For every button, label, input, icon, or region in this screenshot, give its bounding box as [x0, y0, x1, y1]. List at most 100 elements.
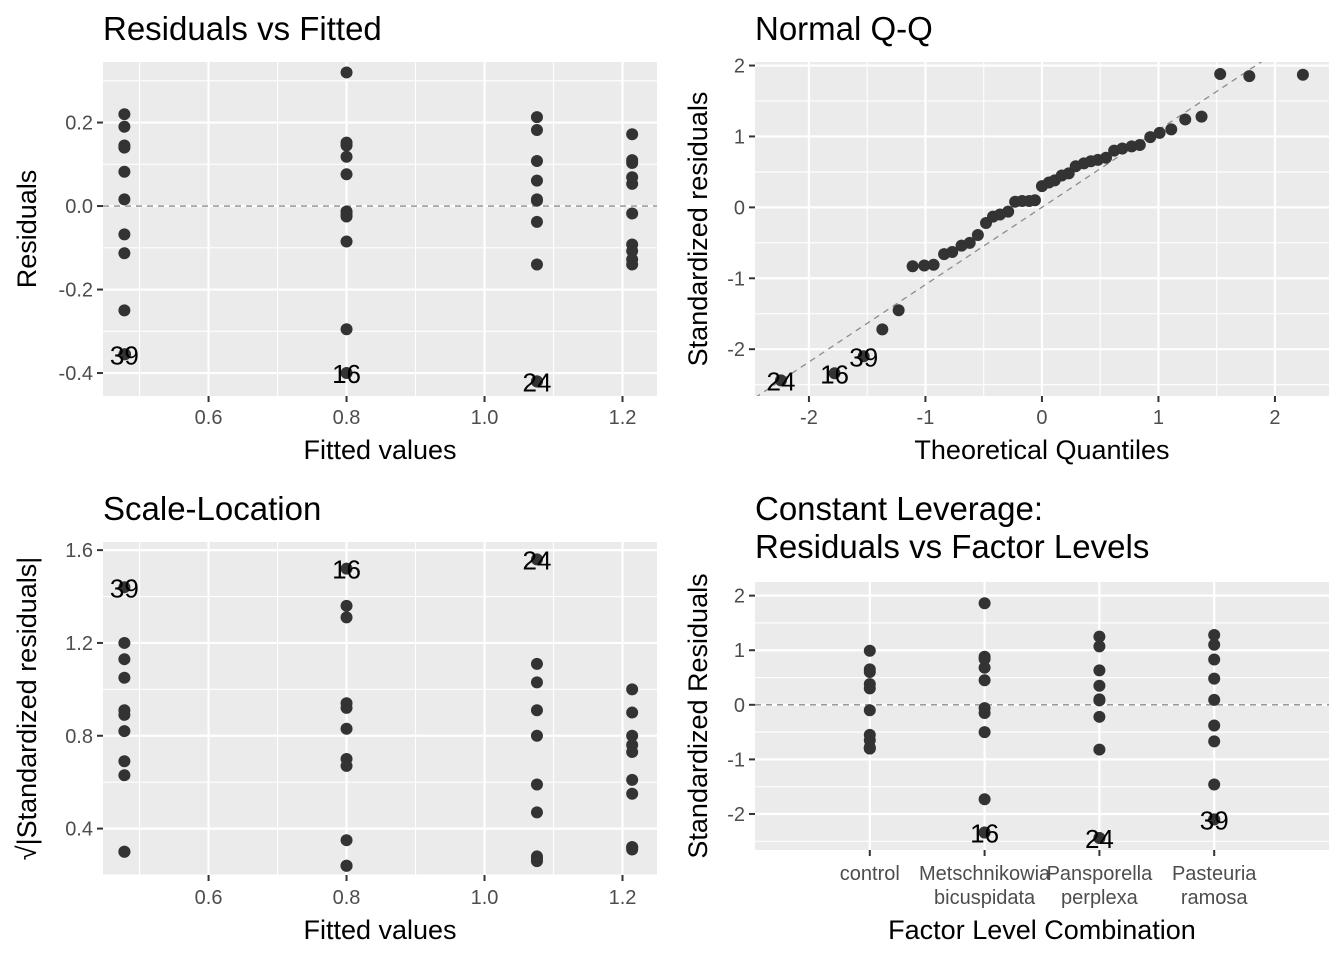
- constant-leverage-data-point: [863, 666, 876, 679]
- constant-leverage-y-axis-title: Standardized Residuals: [683, 573, 713, 858]
- residuals-vs-fitted-data-point: [118, 120, 131, 133]
- residuals-vs-fitted-data-point: [530, 258, 543, 271]
- residuals-vs-fitted-grid: [103, 62, 657, 396]
- x-tick-label: control: [840, 863, 900, 885]
- scale-location-data-point: [118, 755, 131, 768]
- constant-leverage-data-point: [863, 742, 876, 755]
- normal-qq-x-axis-title: Theoretical Quantiles: [914, 435, 1169, 465]
- residuals-vs-fitted-data-point: [340, 66, 353, 79]
- y-tick-label: 0.8: [65, 726, 93, 748]
- x-tick-label: 1: [1153, 407, 1164, 429]
- residuals-vs-fitted-y-axis-title: Residuals: [12, 170, 42, 289]
- constant-leverage-data-point: [1093, 743, 1106, 756]
- scale-location-data-point: [626, 729, 639, 742]
- normal-qq-data-point: [906, 260, 919, 273]
- scale-location-data-point: [118, 671, 131, 684]
- scale-location-data-point: [530, 778, 543, 791]
- constant-leverage-title-line: Residuals vs Factor Levels: [755, 528, 1149, 565]
- scale-location-grid: [103, 542, 657, 875]
- normal-qq-data-point: [1243, 70, 1256, 83]
- scale-location-data-point: [530, 806, 543, 819]
- residuals-vs-fitted-data-point: [530, 215, 543, 228]
- constant-leverage-data-layer: [755, 597, 1329, 844]
- residuals-vs-fitted-panel: Residuals vs Fitted 0.6 0.8 1.0 1.2 -0.4 -0.2 0…: [12, 10, 657, 465]
- constant-leverage-data-point: [1208, 693, 1221, 706]
- scale-location-x-axis-title: Fitted values: [303, 915, 456, 945]
- constant-leverage-plot-background: [755, 582, 1329, 850]
- scale-location-data-point: [530, 729, 543, 742]
- normal-qq-y-axis-title: Standardized residuals: [683, 92, 713, 367]
- constant-leverage-data-point: [863, 682, 876, 695]
- normal-qq-data-point: [971, 229, 984, 242]
- y-tick-label: 2: [734, 586, 745, 608]
- normal-qq-grid: [755, 62, 1329, 396]
- x-tick-label: 0.8: [333, 407, 361, 429]
- residuals-vs-fitted-data-point: [340, 139, 353, 152]
- x-tick-label: 1.2: [609, 407, 637, 429]
- y-tick-label: 2: [734, 56, 745, 78]
- scale-location-data-point: [626, 787, 639, 800]
- normal-qq-observation-label: 39: [849, 342, 878, 372]
- x-tick-label: Metschnikowia bicuspidata: [919, 863, 1051, 909]
- constant-leverage-data-point: [1093, 640, 1106, 653]
- scale-location-y-axis-title: √|Standardized residuals|: [12, 557, 42, 861]
- scale-location-data-point: [626, 706, 639, 719]
- residuals-vs-fitted-data-point: [340, 235, 353, 248]
- x-tick-label: 2: [1269, 407, 1280, 429]
- y-tick-label: -0.2: [59, 280, 93, 302]
- scale-location-data-point: [340, 722, 353, 735]
- scale-location-data-point: [118, 845, 131, 858]
- constant-leverage-data-point: [1093, 630, 1106, 643]
- scale-location-data-point: [118, 653, 131, 666]
- y-tick-label: 0: [734, 197, 745, 219]
- scale-location-panel: Scale-Location 0.6 0.8 1.0 1.2 0.4 0.8 1.2 1.6 Fi…: [12, 490, 657, 945]
- scale-location-data-point: [626, 841, 639, 854]
- residuals-vs-fitted-data-point: [340, 210, 353, 223]
- scale-location-data-point: [626, 746, 639, 759]
- x-tick-label: 0.6: [195, 887, 223, 909]
- residuals-vs-fitted-data-point: [340, 168, 353, 181]
- normal-qq-data-point: [918, 259, 931, 272]
- constant-leverage-data-point: [978, 674, 991, 687]
- constant-leverage-observation-label: 24: [1085, 824, 1114, 854]
- x-tick-label: -2: [800, 407, 818, 429]
- scale-location-observation-label: 39: [110, 573, 139, 603]
- x-tick-label: 1.0: [471, 887, 499, 909]
- normal-qq-observation-label: 16: [820, 359, 849, 389]
- x-tick-label: -1: [917, 407, 935, 429]
- x-tick-label: 0.8: [333, 887, 361, 909]
- y-tick-label: 1: [734, 640, 745, 662]
- residuals-vs-fitted-data-point: [340, 150, 353, 163]
- scale-location-data-point: [626, 683, 639, 696]
- residuals-vs-fitted-data-point: [118, 165, 131, 178]
- constant-leverage-data-point: [1208, 778, 1221, 791]
- constant-leverage-data-point: [1208, 653, 1221, 666]
- residuals-vs-fitted-data-point: [118, 304, 131, 317]
- scale-location-data-layer: [118, 553, 639, 872]
- y-tick-label: 0.2: [65, 113, 93, 135]
- residuals-vs-fitted-observation-label: 16: [332, 359, 361, 389]
- residuals-vs-fitted-observation-label: 24: [522, 367, 551, 397]
- constant-leverage-data-point: [1208, 735, 1221, 748]
- normal-qq-data-point: [963, 236, 976, 249]
- constant-leverage-observation-label: 16: [970, 819, 999, 849]
- residuals-vs-fitted-data-point: [118, 108, 131, 121]
- scale-location-data-point: [340, 611, 353, 624]
- normal-qq-title-line: Normal Q-Q: [755, 10, 933, 47]
- constant-leverage-data-point: [1208, 628, 1221, 641]
- y-tick-label: 0.4: [65, 819, 93, 841]
- scale-location-data-point: [340, 599, 353, 612]
- normal-qq-data-point: [1165, 123, 1178, 136]
- residuals-vs-fitted-data-point: [530, 194, 543, 207]
- normal-qq-data-point: [1100, 151, 1113, 164]
- scale-location-data-point: [530, 676, 543, 689]
- residuals-vs-fitted-observation-label: 39: [110, 340, 139, 370]
- normal-qq-data-point: [1144, 131, 1157, 144]
- normal-qq-data-layer: [756, 62, 1309, 396]
- constant-leverage-data-point: [978, 726, 991, 739]
- normal-qq-data-point: [1153, 126, 1166, 139]
- normal-qq-data-point: [1296, 68, 1309, 81]
- residuals-vs-fitted-data-point: [530, 154, 543, 167]
- scale-location-data-point: [340, 859, 353, 872]
